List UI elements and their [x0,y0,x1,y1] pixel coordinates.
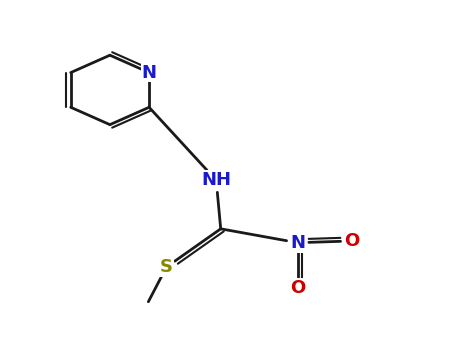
Text: O: O [344,232,359,250]
Text: S: S [160,258,173,276]
Text: NH: NH [201,171,231,189]
Text: N: N [142,64,157,82]
Text: N: N [290,234,305,252]
Text: O: O [290,279,305,297]
